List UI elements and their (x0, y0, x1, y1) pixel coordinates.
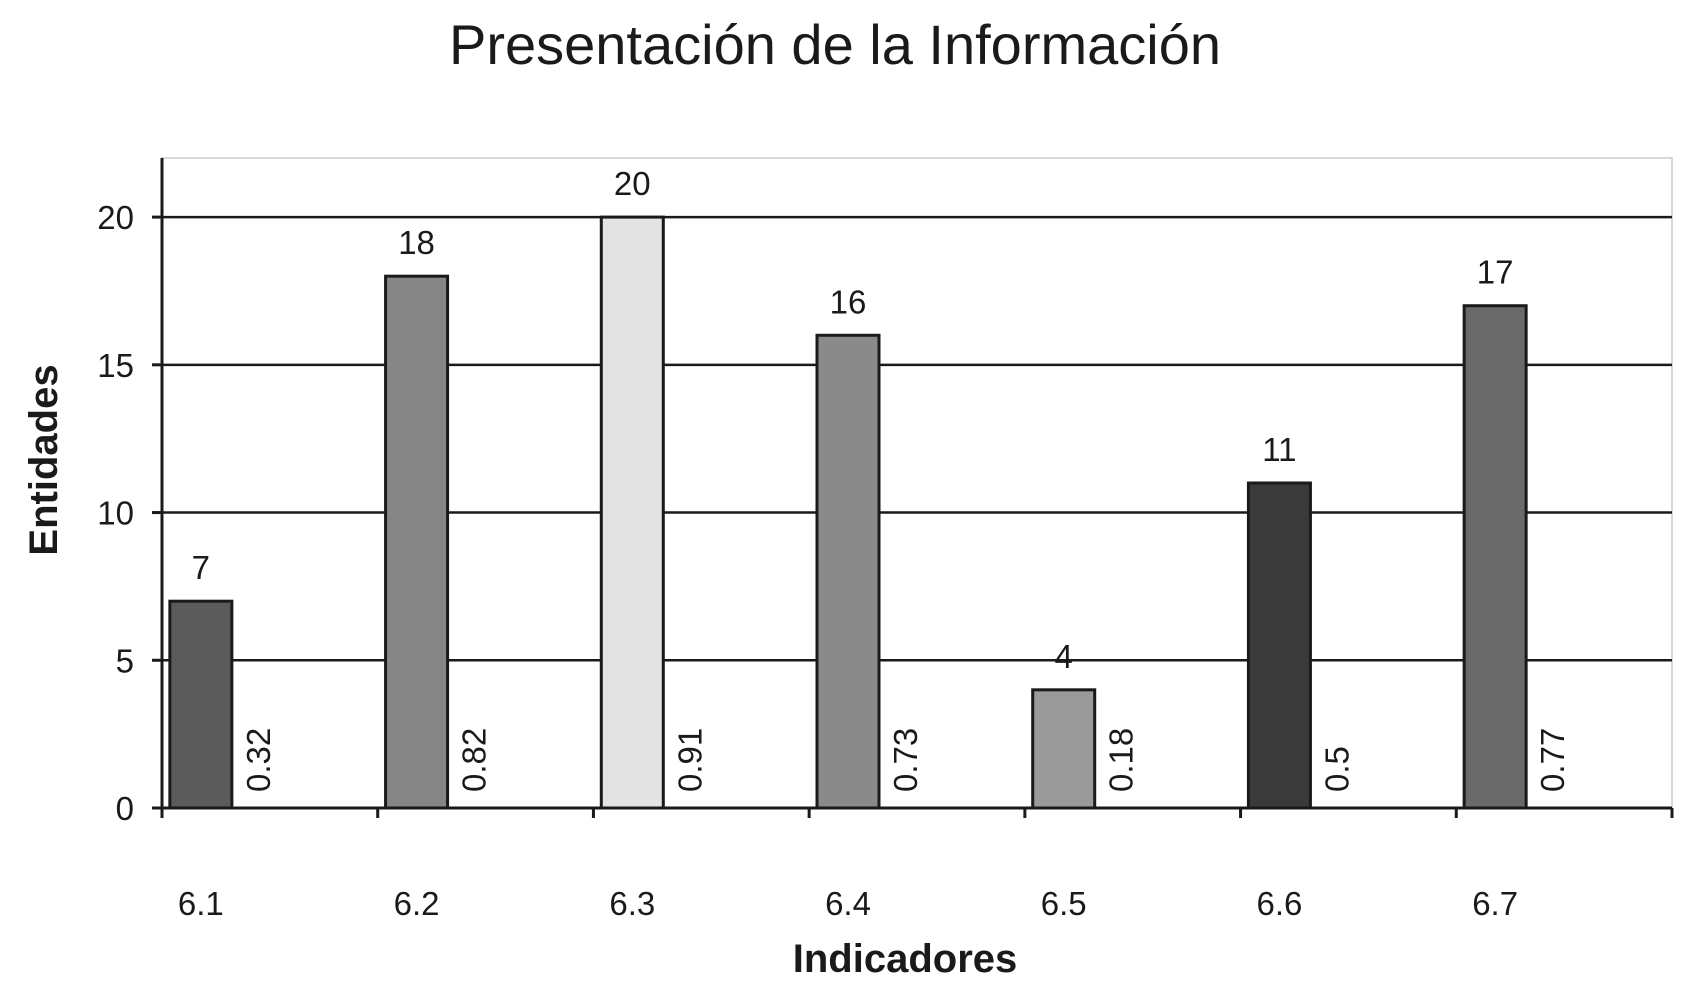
bar-value-label: 17 (1477, 254, 1514, 291)
secondary-value-label: 0.73 (887, 728, 924, 792)
bar-value-label: 20 (614, 165, 651, 202)
bar-value-label: 16 (830, 283, 867, 320)
y-tick-label: 10 (97, 495, 134, 532)
secondary-value-label: 0.77 (1534, 728, 1571, 792)
bar (599, 215, 665, 810)
secondary-value-label: 0.82 (456, 728, 493, 792)
bar-value-label: 4 (1055, 638, 1073, 675)
secondary-value-label: 0.5 (1318, 746, 1355, 792)
x-tick-label: 6.7 (1472, 885, 1518, 922)
x-tick-label: 6.4 (825, 885, 871, 922)
y-tick-label: 5 (116, 642, 134, 679)
y-tick-label: 0 (116, 790, 134, 827)
x-tick-label: 6.3 (609, 885, 655, 922)
x-tick-label: 6.2 (394, 885, 440, 922)
x-axis-label: Indicadores (793, 937, 1018, 981)
plot-area: 7 0.32 6.1 18 0.82 6.2 20 0.91 6.3 16 0.73 6.4 4 0.18… (97, 157, 1674, 922)
secondary-value-label: 0.32 (240, 728, 277, 792)
bar (1246, 481, 1312, 810)
y-tick-label: 20 (97, 199, 134, 236)
secondary-value-label: 0.18 (1103, 728, 1140, 792)
bar-value-label: 11 (1262, 431, 1296, 468)
x-tick-label: 6.1 (178, 885, 224, 922)
bar (168, 599, 234, 810)
bar-value-label: 7 (192, 549, 210, 586)
secondary-value-label: 0.91 (671, 728, 708, 792)
y-axis-label: Entidades (22, 364, 66, 555)
x-tick-label: 6.5 (1041, 885, 1087, 922)
chart-title: Presentación de la Información (449, 13, 1221, 76)
bar (1031, 688, 1097, 810)
y-tick-label: 15 (97, 347, 134, 384)
x-tick-label: 6.6 (1256, 885, 1302, 922)
bar (815, 333, 881, 810)
bar-value-label: 18 (398, 224, 435, 261)
bar (384, 274, 450, 810)
bar (1462, 304, 1528, 810)
